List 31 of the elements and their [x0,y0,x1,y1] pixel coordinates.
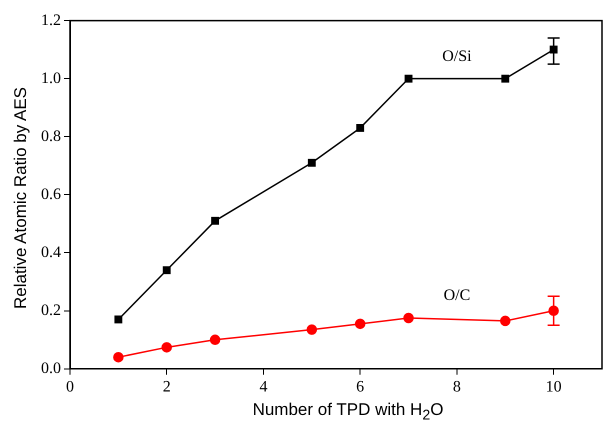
x-axis-title: Number of TPD with H$_{2}$O [252,400,444,424]
point [500,316,511,326]
y-tick-label: 1.2 [41,12,61,29]
point [308,158,316,167]
x-tick-label: 4 [259,378,268,396]
y-tick-label: 0.0 [41,360,61,378]
point [404,74,412,83]
point [114,316,122,324]
y-axis-title: Relative Atomic Ratio by AES [11,86,31,310]
series-label: O/C [444,287,470,304]
x-tick-label: 10 [546,378,562,396]
x-tick-label: 0 [66,378,74,396]
point [356,124,364,132]
point [211,216,220,225]
point [162,266,171,274]
x-tick-label: 2 [162,378,171,396]
point [306,324,318,335]
point [161,342,172,353]
y-tick-label: 1.0 [41,70,61,87]
point [501,74,510,83]
x-tick-label: 6 [356,378,364,396]
point [354,318,366,330]
y-tick-label: 0.8 [41,128,61,145]
y-tick-label: 0.2 [41,302,61,319]
y-tick-label: 0.6 [41,186,61,203]
point [403,312,414,324]
series-label: O/Si [442,48,472,65]
x-tick-label: 8 [452,378,461,396]
y-tick-label: 0.4 [41,244,61,261]
point [210,334,220,346]
point [113,352,124,362]
